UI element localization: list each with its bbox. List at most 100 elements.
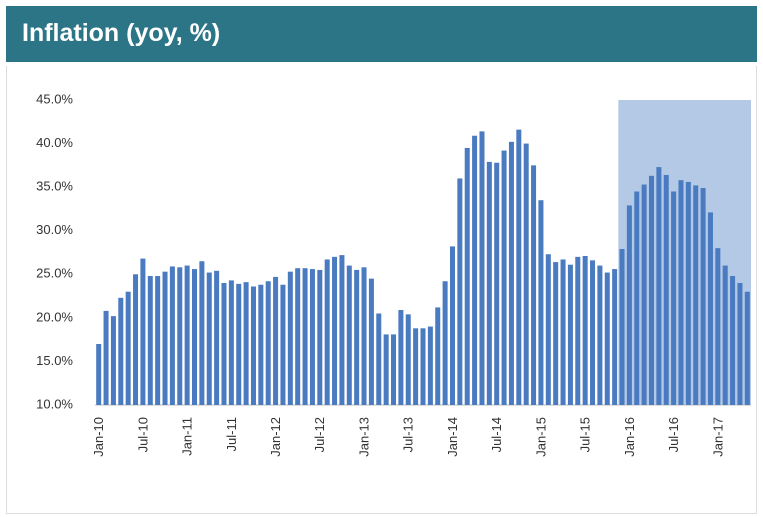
- bar: [427, 326, 433, 405]
- bar: [346, 265, 352, 405]
- bar: [553, 262, 559, 405]
- x-tick-label: Jul-13: [401, 417, 416, 452]
- bar: [648, 175, 655, 405]
- y-tick-label: 35.0%: [36, 179, 73, 194]
- x-tick-label: Jan-15: [533, 417, 548, 457]
- highlight-box: [618, 100, 751, 405]
- bar: [715, 248, 721, 405]
- bar: [449, 246, 455, 405]
- bar: [590, 260, 596, 405]
- bar: [287, 271, 293, 405]
- panel: [6, 66, 757, 514]
- bar: [604, 272, 610, 405]
- bar: [96, 344, 102, 405]
- y-tick-label: 25.0%: [36, 266, 73, 281]
- bar: [155, 276, 161, 405]
- bar: [560, 259, 566, 405]
- bar: [214, 270, 220, 405]
- bar: [479, 131, 485, 405]
- bar: [199, 261, 205, 405]
- bar: [597, 265, 603, 405]
- bar: [516, 129, 522, 405]
- x-tick-label: Jan-11: [180, 417, 195, 456]
- bar: [309, 269, 315, 405]
- bar: [221, 283, 227, 405]
- bar: [737, 283, 743, 405]
- x-tick-label: Jan-13: [356, 417, 371, 457]
- x-tick-label: Jan-14: [445, 417, 460, 457]
- bar: [678, 180, 684, 405]
- bar: [641, 184, 647, 405]
- bar: [472, 135, 478, 405]
- bar: [376, 313, 382, 405]
- y-tick-label: 15.0%: [36, 353, 73, 368]
- x-tick-label: Jan-12: [268, 417, 283, 457]
- bar: [177, 267, 183, 405]
- bar: [531, 165, 537, 405]
- x-tick-label: Jan-17: [710, 417, 725, 457]
- bar: [494, 162, 500, 405]
- bar: [391, 334, 397, 405]
- bar: [228, 280, 234, 405]
- bar: [324, 259, 330, 405]
- bar: [110, 316, 116, 405]
- x-tick-label: Jul-15: [578, 417, 593, 452]
- x-tick-label: Jul-12: [312, 417, 327, 452]
- bar: [464, 147, 470, 405]
- x-tick-label: Jul-10: [135, 417, 150, 452]
- bar: [302, 268, 308, 405]
- bar: [700, 188, 706, 405]
- bar: [567, 264, 573, 405]
- bar: [582, 255, 588, 405]
- bar: [125, 291, 131, 405]
- bar: [265, 281, 271, 405]
- x-tick-label: Jul-16: [666, 417, 681, 452]
- bar: [103, 310, 109, 405]
- bar: [169, 266, 175, 405]
- bar: [250, 286, 256, 405]
- bar: [383, 334, 389, 405]
- bar: [693, 185, 699, 405]
- bar: [236, 283, 242, 405]
- bar: [435, 307, 441, 405]
- bar: [626, 205, 632, 405]
- bar: [420, 328, 426, 405]
- bar: [707, 212, 713, 405]
- bar: [243, 282, 249, 405]
- x-tick-label: Jan-16: [622, 417, 637, 457]
- header: Inflation (yoy, %): [6, 6, 757, 62]
- bar: [184, 265, 190, 405]
- bar: [671, 191, 677, 405]
- bar: [361, 267, 367, 405]
- bar: [191, 269, 198, 405]
- x-tick-label: Jul-14: [489, 417, 504, 452]
- bar: [656, 167, 662, 405]
- bar: [685, 181, 691, 405]
- bar: [413, 328, 419, 405]
- bar: [634, 191, 640, 405]
- bar: [744, 291, 750, 405]
- y-tick-label: 40.0%: [36, 135, 73, 150]
- bar: [508, 141, 514, 406]
- bar: [663, 174, 669, 405]
- bar: [317, 269, 323, 405]
- bar: [273, 276, 279, 405]
- y-tick-label: 20.0%: [36, 309, 73, 324]
- bar: [538, 200, 544, 405]
- x-tick-label: Jan-10: [91, 417, 106, 457]
- bar: [398, 310, 404, 405]
- bar: [147, 276, 153, 405]
- bar: [501, 150, 507, 405]
- bar: [405, 314, 411, 405]
- bar: [280, 284, 286, 405]
- y-tick-label: 10.0%: [36, 396, 73, 411]
- bar: [612, 269, 618, 405]
- bar: [133, 274, 139, 405]
- y-tick-label: 30.0%: [36, 222, 73, 237]
- bar: [118, 297, 124, 405]
- y-tick-label: 45.0%: [36, 91, 73, 106]
- bar: [442, 281, 448, 405]
- bar: [575, 256, 581, 405]
